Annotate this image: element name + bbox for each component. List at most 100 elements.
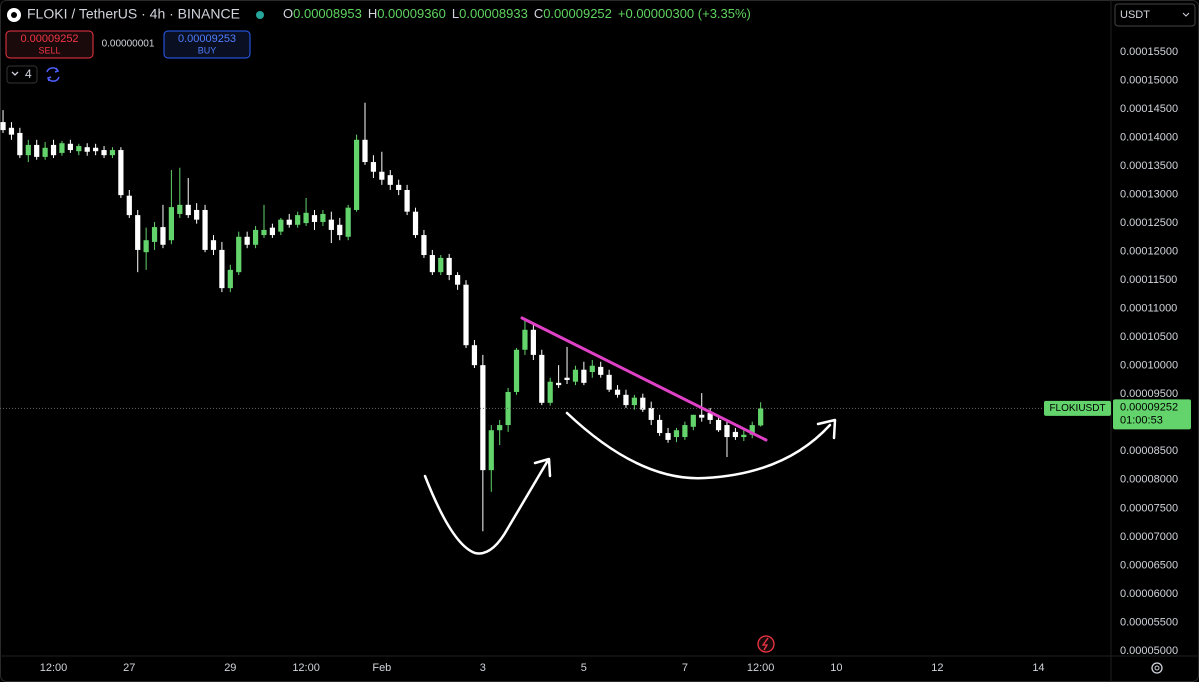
- ohlc-change: +0.00000300 (+3.35%): [618, 6, 751, 21]
- y-tick-label: 0.00009500: [1120, 388, 1178, 400]
- price-box: [1113, 399, 1191, 430]
- candle-body: [151, 227, 158, 242]
- x-tick-label: 12: [931, 662, 943, 674]
- x-tick-label: 14: [1032, 662, 1044, 674]
- candle-body: [412, 211, 419, 236]
- y-tick-label: 0.00013500: [1120, 160, 1178, 172]
- ohlc-label: O: [283, 6, 293, 21]
- candle-body: [50, 144, 57, 156]
- candle-body: [59, 143, 65, 153]
- candle-body: [690, 414, 696, 427]
- candle-body: [623, 394, 629, 406]
- candle-body: [345, 207, 351, 237]
- ohlc-value: 0.00008953: [293, 6, 362, 21]
- events-icon[interactable]: [761, 637, 769, 651]
- y-tick-label: 0.00010500: [1120, 331, 1178, 343]
- candle-body: [379, 171, 385, 180]
- sell-price[interactable]: 0.00009252: [20, 33, 78, 45]
- annotation-arrow: [423, 457, 552, 555]
- status-dot: [256, 11, 264, 19]
- candle-body: [8, 127, 15, 135]
- y-tick-label: 0.00014500: [1120, 103, 1178, 115]
- candle-body: [76, 146, 82, 152]
- candle-body: [34, 144, 40, 157]
- candle-body: [93, 147, 99, 152]
- candle-body: [454, 275, 461, 285]
- y-tick-label: 0.00007500: [1120, 502, 1178, 514]
- candle-body: [446, 257, 452, 276]
- candle-body: [665, 433, 671, 440]
- x-tick-label: 27: [123, 662, 135, 674]
- sell-label[interactable]: SELL: [38, 45, 60, 55]
- ohlc-value: 0.00009252: [543, 6, 612, 21]
- candle-body: [210, 240, 217, 250]
- ohlc-label: H: [368, 6, 377, 21]
- candle-body: [370, 162, 377, 172]
- y-tick-label: 0.00006000: [1120, 588, 1178, 600]
- candle-body: [539, 354, 545, 403]
- settings-icon[interactable]: [1154, 665, 1160, 671]
- candle-body: [194, 209, 200, 220]
- buy-price[interactable]: 0.00009253: [178, 33, 236, 45]
- candle-body: [404, 189, 410, 212]
- last-price: 0.00009252: [1120, 401, 1178, 413]
- candle-body: [278, 219, 284, 232]
- currency-select[interactable]: USDT: [1114, 3, 1196, 27]
- y-tick-label: 0.00013000: [1120, 188, 1178, 200]
- symbol-tag: [1044, 400, 1111, 416]
- sell-button[interactable]: 0.00009252 SELL: [5, 30, 94, 59]
- sell-box[interactable]: [5, 30, 94, 59]
- candle-body: [463, 284, 469, 346]
- x-tick-label: 29: [224, 662, 236, 674]
- chevron-icon[interactable]: [11, 71, 19, 76]
- ohlc-label: L: [452, 6, 459, 21]
- sync-icon[interactable]: [46, 67, 60, 82]
- candle-body: [244, 236, 250, 245]
- candle-body: [311, 215, 318, 222]
- candle-body: [219, 249, 225, 289]
- events-icon[interactable]: [757, 635, 775, 653]
- indicator-count[interactable]: 4: [25, 67, 32, 81]
- currency-box[interactable]: [1114, 3, 1196, 27]
- candle-body: [0, 122, 6, 131]
- price-tag: FLOKIUSDT 0.00009252 01:00:53: [1044, 399, 1191, 430]
- ohlc-legend: O0.00008953 H0.00009360 L0.00008933 C0.0000…: [283, 6, 751, 21]
- chart-title: FLOKI / TetherUS · 4h · BINANCE: [27, 6, 240, 22]
- candle-body: [118, 150, 124, 196]
- candle-body: [25, 144, 31, 156]
- candle-body: [547, 381, 553, 403]
- countdown: 01:00:53: [1120, 414, 1163, 426]
- indicators-box[interactable]: [6, 65, 38, 84]
- x-tick-label: 5: [581, 662, 587, 674]
- candle-body: [488, 430, 494, 471]
- indicators-toggle[interactable]: 4: [6, 65, 38, 84]
- candle-body: [252, 229, 259, 245]
- candle-body: [126, 195, 132, 216]
- buy-box[interactable]: [163, 30, 251, 59]
- buy-button[interactable]: 0.00009253 BUY: [163, 30, 251, 59]
- x-tick-label: 12:00: [40, 662, 68, 674]
- candle-body: [109, 150, 116, 156]
- candle-body: [295, 215, 301, 225]
- y-tick-label: 0.00015500: [1120, 46, 1178, 58]
- candle-body: [387, 175, 393, 185]
- trend-line: [520, 316, 768, 442]
- y-tick-label: 0.00005500: [1120, 616, 1178, 628]
- x-tick-label: 12:00: [747, 662, 775, 674]
- y-tick-label: 0.00006500: [1120, 559, 1178, 571]
- candle-body: [699, 414, 705, 418]
- y-tick-label: 0.00005000: [1120, 645, 1178, 657]
- chevron-icon[interactable]: [1182, 12, 1190, 17]
- candle-body: [657, 419, 663, 434]
- candle-body: [572, 369, 579, 382]
- candle-body: [202, 209, 208, 250]
- candle-body: [732, 431, 739, 438]
- currency[interactable]: USDT: [1120, 9, 1150, 21]
- candle-body: [530, 329, 536, 355]
- settings-icon[interactable]: [1151, 662, 1163, 674]
- candle-body: [286, 219, 292, 225]
- x-tick-label: Feb: [372, 662, 391, 674]
- annotation-arrow: [565, 411, 837, 480]
- buy-label[interactable]: BUY: [198, 45, 217, 55]
- candle-body: [749, 425, 755, 435]
